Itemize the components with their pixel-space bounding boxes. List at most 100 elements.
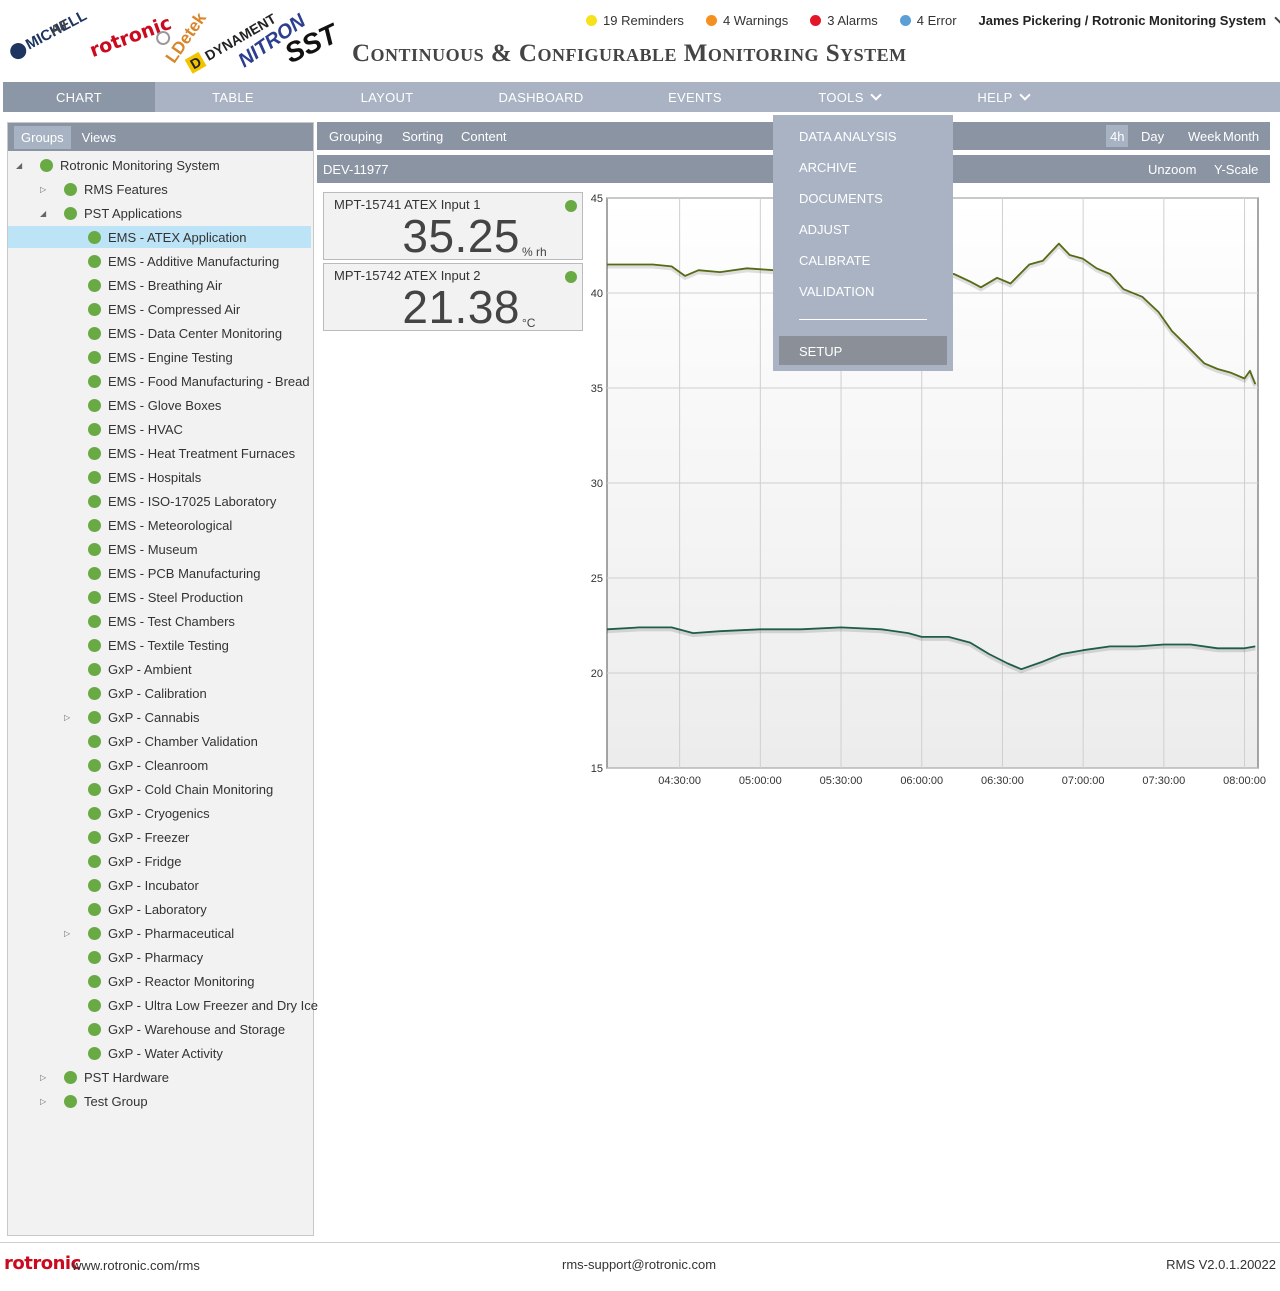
status-ok-icon — [88, 398, 101, 412]
menu-item-documents[interactable]: DOCUMENTS — [799, 191, 883, 206]
warnings-dot-icon — [705, 14, 717, 26]
tree-item[interactable]: ▷ Test Group — [8, 1090, 311, 1112]
tree-item[interactable]: EMS - Compressed Air — [8, 298, 311, 320]
value-card[interactable]: MPT-15742 ATEX Input 2 21.38 °C — [323, 263, 583, 332]
unzoom-button[interactable]: Unzoom — [1148, 161, 1197, 177]
range-week-button[interactable]: Week — [1188, 128, 1221, 144]
tree-item[interactable]: EMS - Steel Production — [8, 586, 311, 608]
chart-svg[interactable]: 15 20 25 30 35 40 45 04:30:00 05:00:00 05:30:00 0… — [586, 190, 1266, 800]
content-button[interactable]: Content — [461, 128, 507, 144]
tree-item-label: EMS - ISO-17025 Laboratory — [108, 493, 277, 509]
tree-item[interactable]: EMS - PCB Manufacturing — [8, 562, 311, 584]
tree-item[interactable]: EMS - Data Center Monitoring — [8, 322, 311, 344]
tree-item[interactable]: GxP - Chamber Validation — [8, 730, 311, 752]
tree-item[interactable]: GxP - Ambient — [8, 658, 311, 680]
menu-item-archive[interactable]: ARCHIVE — [799, 160, 857, 175]
tree-item[interactable]: GxP - Cold Chain Monitoring — [8, 778, 311, 800]
reminders-status[interactable]: 19 Reminders — [586, 13, 684, 28]
status-ok-icon — [88, 470, 101, 484]
tab-chart[interactable]: CHART — [3, 82, 155, 112]
michell-logo: MICHELL — [7, 7, 90, 62]
tree-item[interactable]: GxP - Cryogenics — [8, 802, 311, 824]
yscale-button[interactable]: Y-Scale — [1214, 161, 1259, 177]
tree-item[interactable]: EMS - Glove Boxes — [8, 394, 311, 416]
menu-item-calibrate[interactable]: CALIBRATE — [799, 253, 871, 268]
tab-tools[interactable]: TOOLS — [771, 82, 927, 112]
tree-item[interactable]: ◢ Rotronic Monitoring System — [8, 154, 311, 176]
tree-item[interactable]: ▷ GxP - Pharmaceutical — [8, 922, 311, 944]
tab-views[interactable]: Views — [81, 129, 117, 145]
tab-groups[interactable]: Groups — [14, 125, 71, 149]
tree-item[interactable]: EMS - Food Manufacturing - Bread — [8, 370, 311, 392]
sorting-button[interactable]: Sorting — [402, 128, 444, 144]
tree-item[interactable]: GxP - Reactor Monitoring — [8, 970, 311, 992]
tree-item[interactable]: EMS - Test Chambers — [8, 610, 311, 632]
tree-item[interactable]: EMS - Hospitals — [8, 466, 311, 488]
tree-item[interactable]: GxP - Water Activity — [8, 1042, 311, 1064]
status-ok-icon — [88, 710, 101, 724]
menu-item-data-analysis[interactable]: DATA ANALYSIS — [799, 129, 897, 144]
tree-item[interactable]: EMS - Heat Treatment Furnaces — [8, 442, 311, 464]
tree-item[interactable]: EMS - Additive Manufacturing — [8, 250, 311, 272]
collapsed-arrow-icon[interactable]: ▷ — [64, 712, 71, 722]
tree-item[interactable]: GxP - Warehouse and Storage — [8, 1018, 311, 1040]
support-email-link[interactable]: rms-support@rotronic.com — [562, 1257, 717, 1272]
tree-item[interactable]: EMS - Museum — [8, 538, 311, 560]
tree-item[interactable]: EMS - Meteorological — [8, 514, 311, 536]
user-menu[interactable]: James Pickering / Rotronic Monitoring Sy… — [979, 11, 1280, 28]
collapsed-arrow-icon[interactable]: ▷ — [40, 1072, 47, 1082]
tree-item-label: GxP - Cannabis — [108, 709, 200, 725]
status-ok-icon — [64, 1070, 77, 1084]
tree-item[interactable]: ▷ PST Hardware — [8, 1066, 311, 1088]
collapsed-arrow-icon[interactable]: ▷ — [64, 928, 71, 938]
tab-layout[interactable]: LAYOUT — [360, 89, 414, 105]
tree-item-label: EMS - Engine Testing — [108, 349, 233, 365]
tab-help[interactable]: HELP — [927, 82, 1079, 112]
tree-item[interactable]: EMS - Engine Testing — [8, 346, 311, 368]
tree-item[interactable]: GxP - Laboratory — [8, 898, 311, 920]
tree-item[interactable]: GxP - Freezer — [8, 826, 311, 848]
errors-status[interactable]: 4 Error — [899, 13, 957, 28]
tree-item[interactable]: ▷ RMS Features — [8, 178, 311, 200]
tree-item[interactable]: ◢ PST Applications — [8, 202, 311, 224]
menu-item-setup[interactable]: SETUP — [799, 344, 843, 359]
alarms-status[interactable]: 3 Alarms — [810, 13, 878, 28]
x-tick-label: 06:30:00 — [981, 775, 1024, 787]
tab-dashboard[interactable]: DASHBOARD — [498, 89, 584, 105]
channel-name: MPT-15742 ATEX Input 2 — [334, 268, 481, 283]
collapsed-arrow-icon[interactable]: ▷ — [40, 184, 47, 194]
tree-item[interactable]: EMS - HVAC — [8, 418, 311, 440]
tree-item-label: EMS - ATEX Application — [108, 229, 247, 245]
tab-events[interactable]: EVENTS — [668, 89, 722, 105]
tree-item[interactable]: GxP - Ultra Low Freezer and Dry Ice — [8, 994, 318, 1016]
menu-item-adjust[interactable]: ADJUST — [799, 222, 850, 237]
tree-item-label: PST Applications — [84, 205, 183, 221]
tree-item[interactable]: GxP - Cleanroom — [8, 754, 311, 776]
tree-item[interactable]: GxP - Incubator — [8, 874, 311, 896]
warnings-status[interactable]: 4 Warnings — [705, 13, 788, 28]
value-card[interactable]: MPT-15741 ATEX Input 1 35.25 % rh — [323, 192, 583, 261]
tree-item[interactable]: GxP - Calibration — [8, 682, 311, 704]
menu-item-setup-highlight[interactable] — [779, 336, 947, 365]
expanded-arrow-icon[interactable]: ◢ — [40, 208, 47, 218]
series-line-shadow — [607, 242, 1258, 387]
tree-item[interactable]: EMS - Breathing Air — [8, 274, 311, 296]
tree-item-label: EMS - Museum — [108, 541, 198, 557]
collapsed-arrow-icon[interactable]: ▷ — [40, 1096, 47, 1106]
tree-item[interactable]: ▷ GxP - Cannabis — [8, 706, 311, 728]
range-4h-button[interactable]: 4h — [1106, 125, 1129, 147]
status-ok-icon — [64, 206, 77, 220]
tree-item[interactable]: GxP - Pharmacy — [8, 946, 311, 968]
history-chart[interactable]: 15 20 25 30 35 40 45 04:30:00 05:00:00 05:30:00 0… — [586, 190, 1266, 800]
range-month-button[interactable]: Month — [1223, 128, 1260, 144]
range-day-button[interactable]: Day — [1141, 128, 1165, 144]
menu-item-validation[interactable]: VALIDATION — [799, 284, 875, 299]
website-link[interactable]: www.rotronic.com/rms — [72, 1258, 200, 1273]
tree-item[interactable]: GxP - Fridge — [8, 850, 311, 872]
grouping-button[interactable]: Grouping — [329, 128, 383, 144]
tree-item[interactable]: EMS - ATEX Application — [8, 226, 311, 248]
tab-table[interactable]: TABLE — [212, 89, 254, 105]
tree-item[interactable]: EMS - Textile Testing — [8, 634, 311, 656]
expanded-arrow-icon[interactable]: ◢ — [16, 160, 23, 170]
tree-item[interactable]: EMS - ISO-17025 Laboratory — [8, 490, 311, 512]
